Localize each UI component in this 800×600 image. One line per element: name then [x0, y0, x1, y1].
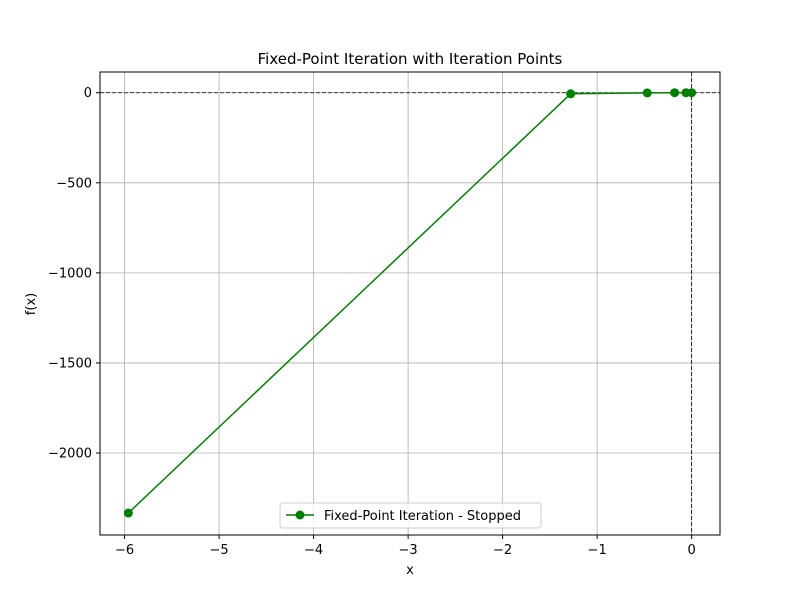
x-tick-label: −4 — [304, 543, 323, 558]
legend-marker-swatch — [295, 510, 305, 520]
x-tick-label: 0 — [688, 543, 696, 558]
data-point — [642, 88, 652, 98]
x-tick-label: −6 — [115, 543, 134, 558]
legend-box — [279, 502, 542, 529]
y-tick-label: 0 — [84, 86, 92, 101]
y-tick-label: −500 — [56, 176, 92, 191]
y-axis-label: f(x) — [24, 293, 39, 315]
x-axis-label: x — [406, 563, 414, 578]
chart-title: Fixed-Point Iteration with Iteration Poi… — [258, 50, 563, 68]
y-tick-label: −1000 — [48, 266, 92, 281]
data-point — [670, 88, 680, 98]
y-tick-label: −2000 — [48, 447, 92, 462]
data-point — [566, 89, 576, 99]
y-tick-label: −1500 — [48, 356, 92, 371]
plot-frame — [99, 71, 721, 536]
data-point — [123, 508, 133, 518]
x-axis: −6 −5 −4 −3 −2 −1 0 — [115, 535, 696, 558]
x-tick-label: −5 — [209, 543, 228, 558]
x-tick-label: −3 — [399, 543, 418, 558]
legend: Fixed-Point Iteration - Stopped — [279, 502, 542, 529]
series-group — [123, 88, 697, 518]
x-tick-label: −2 — [493, 543, 512, 558]
y-axis: 0 −500 −1000 −1500 −2000 — [48, 86, 100, 462]
x-tick-label: −1 — [588, 543, 607, 558]
data-point — [687, 88, 697, 98]
legend-entry-label: Fixed-Point Iteration - Stopped — [324, 509, 521, 524]
